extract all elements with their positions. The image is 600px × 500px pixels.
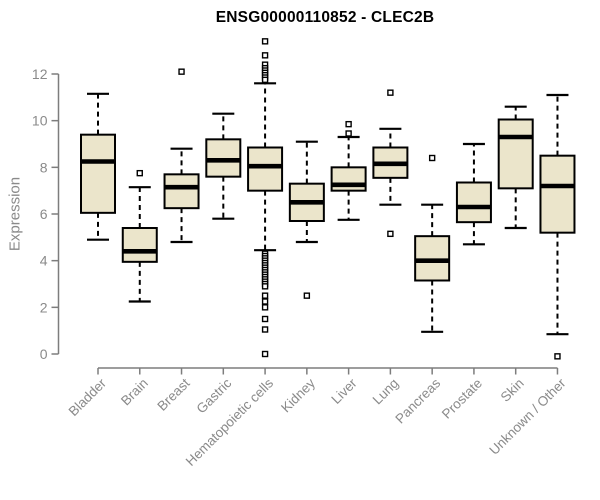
x-category-label: Unknown / Other xyxy=(486,375,569,458)
outlier-point xyxy=(261,52,269,59)
outlier-point xyxy=(345,120,352,128)
y-tick-label: 4 xyxy=(40,253,48,269)
iqr-box xyxy=(205,138,242,178)
y-tick-label: 0 xyxy=(40,346,48,362)
outlier-point xyxy=(387,89,394,96)
box-group xyxy=(372,89,409,238)
y-tick-label: 2 xyxy=(40,299,48,315)
box-group xyxy=(539,93,576,360)
outlier-point xyxy=(261,76,269,84)
box-group xyxy=(163,68,200,244)
x-category-label: Liver xyxy=(328,375,360,407)
outlier-point xyxy=(261,304,269,311)
box-group xyxy=(80,92,116,241)
outlier-point xyxy=(178,68,185,75)
y-tick-label: 6 xyxy=(40,206,48,222)
x-category-label: Kidney xyxy=(278,375,318,415)
x-category-label: Lung xyxy=(370,376,402,408)
outlier-point xyxy=(428,154,436,162)
x-category-label: Breast xyxy=(154,375,192,413)
x-category-label: Bladder xyxy=(66,375,110,419)
iqr-box xyxy=(497,118,534,190)
iqr-box xyxy=(455,181,492,224)
x-category-label: Gastric xyxy=(194,375,235,416)
x-category-label: Prostate xyxy=(439,376,485,422)
iqr-box xyxy=(163,173,200,210)
outlier-point xyxy=(136,169,143,177)
outlier-point xyxy=(261,292,269,299)
y-tick-label: 10 xyxy=(32,113,48,129)
outlier-point xyxy=(261,326,269,333)
outlier-point xyxy=(261,298,269,305)
y-tick-label: 8 xyxy=(40,159,48,175)
outlier-point xyxy=(261,350,269,358)
outlier-point xyxy=(261,38,269,45)
iqr-box xyxy=(330,166,367,192)
iqr-box xyxy=(247,146,284,192)
box-group xyxy=(288,140,325,299)
box-group xyxy=(455,142,492,246)
outlier-point xyxy=(345,130,352,137)
outlier-point xyxy=(261,315,269,323)
iqr-box xyxy=(121,227,158,263)
x-category-label: Pancreas xyxy=(392,375,443,426)
outlier-point xyxy=(261,283,269,290)
box-group xyxy=(247,38,284,358)
iqr-box xyxy=(80,133,116,214)
outlier-point xyxy=(387,230,394,238)
chart-title: ENSG00000110852 - CLEC2B xyxy=(215,9,435,26)
iqr-box xyxy=(414,235,451,282)
y-axis-label: Expression xyxy=(6,176,24,252)
x-category-label: Skin xyxy=(498,376,527,405)
box-group xyxy=(121,169,158,303)
outlier-point xyxy=(303,292,311,299)
box-group xyxy=(205,112,242,220)
box-group xyxy=(414,154,451,333)
box-group xyxy=(330,120,367,221)
box-group xyxy=(497,105,534,230)
x-category-label: Brain xyxy=(118,376,151,409)
y-tick-label: 12 xyxy=(32,66,48,82)
iqr-box xyxy=(539,154,576,234)
outlier-point xyxy=(554,353,561,360)
